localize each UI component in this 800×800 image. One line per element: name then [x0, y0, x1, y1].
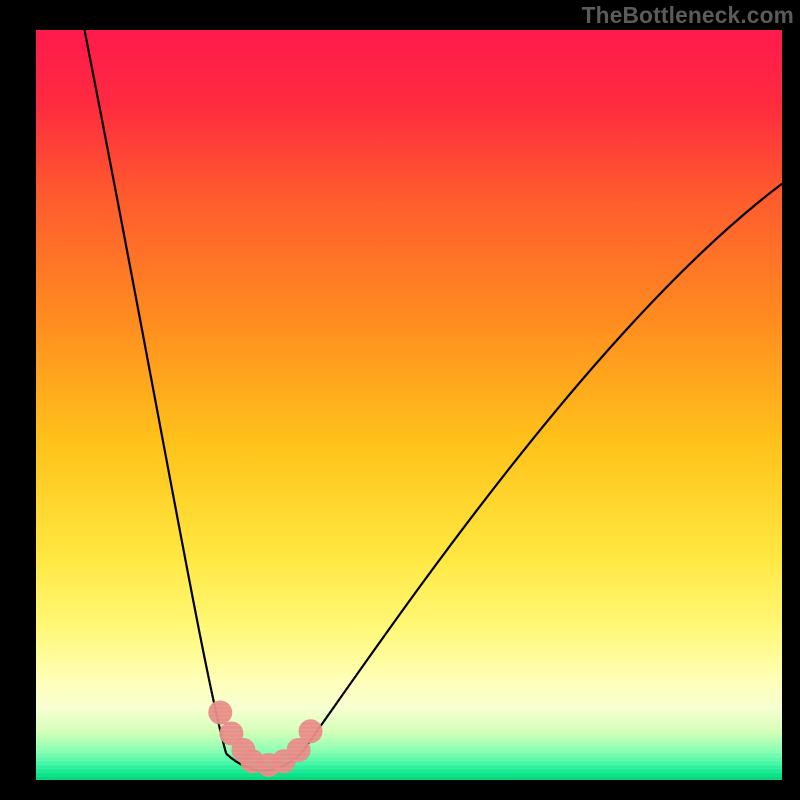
plot-inner: [36, 30, 782, 780]
watermark-text: TheBottleneck.com: [582, 2, 794, 29]
chart-stage: TheBottleneck.com: [0, 0, 800, 800]
gradient-band-lines: [36, 30, 782, 780]
